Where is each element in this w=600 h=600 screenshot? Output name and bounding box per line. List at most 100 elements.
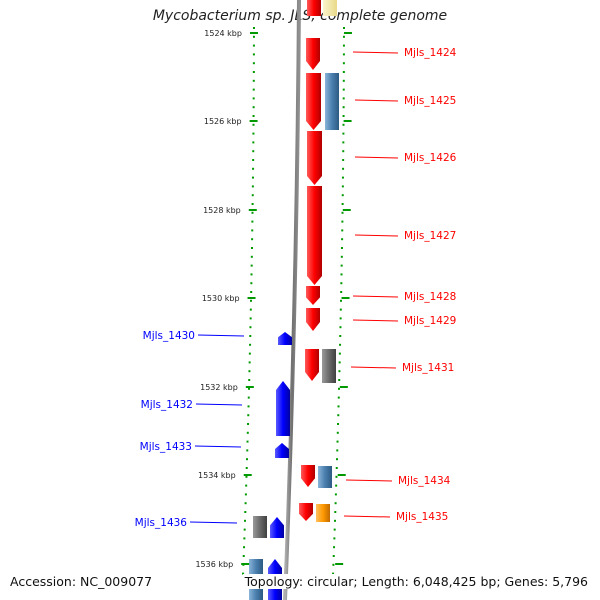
tick-dot (342, 167, 345, 170)
reverse-gene-label: Mjls_1432 (141, 399, 193, 411)
tick-dot (250, 273, 253, 276)
tick-dot (246, 449, 249, 452)
tick-dot (252, 167, 255, 170)
forward-gene-label: Mjls_1424 (404, 47, 457, 59)
axis-major-tick (248, 209, 257, 211)
tick-dot (334, 511, 337, 513)
tick-dot (342, 150, 345, 153)
tick-dot (342, 97, 345, 100)
reverse-gene-leader (194, 445, 242, 448)
forward-gene-leader (352, 295, 399, 298)
tick-dot (245, 475, 248, 478)
tick-dot (338, 370, 341, 373)
forward-gene-label: Mjls_1427 (404, 230, 456, 242)
tick-dot (252, 88, 255, 91)
tick-dot (251, 185, 254, 188)
tick-dot (341, 238, 344, 241)
tick-dot (243, 519, 246, 522)
axis-major-tick (249, 32, 258, 34)
tick-dot (252, 141, 255, 144)
tick-dot (251, 238, 254, 241)
axis-tick-label: 1530 kbp (202, 294, 240, 303)
tick-dot (340, 264, 343, 267)
tick-dot (243, 528, 246, 531)
axis-major-tick-right (342, 209, 351, 211)
tick-dot (337, 387, 340, 390)
tick-dot (249, 335, 252, 337)
tick-dot (247, 387, 250, 390)
tick-dot (336, 449, 339, 452)
forward-gene-arrow (306, 308, 320, 331)
tick-dot (333, 528, 336, 531)
tick-dot (251, 176, 254, 179)
accession-text: Accession: NC_009077 (8, 574, 155, 589)
axis-major-tick (241, 563, 250, 565)
tick-dot (251, 203, 254, 205)
tick-dot (332, 555, 335, 557)
forward-gene-leader (352, 319, 399, 322)
tick-dot (336, 431, 339, 434)
reverse-gene-leader (197, 334, 245, 337)
feature-box-steel (325, 73, 339, 130)
tick-dot (247, 414, 250, 417)
forward-gene-arrow (305, 349, 319, 381)
axis-major-tick-right (343, 120, 352, 122)
axis-tick-label: 1536 kbp (195, 560, 233, 569)
tick-dot (249, 326, 252, 329)
feature-layer (249, 0, 339, 600)
tick-dot (246, 458, 249, 461)
axis-major-tick-right (337, 474, 346, 476)
tick-dot (243, 546, 246, 549)
forward-gene-arrow (306, 38, 320, 70)
tick-dot (242, 555, 245, 557)
tick-dot (342, 44, 345, 47)
forward-gene-arrow (306, 73, 321, 130)
forward-gene-arrow (307, 0, 321, 16)
tick-dot (247, 405, 250, 408)
forward-gene-leader (354, 99, 399, 102)
forward-gene-label: Mjls_1426 (404, 152, 457, 164)
forward-gene-arrow (307, 131, 322, 185)
feature-box-yellow (323, 0, 337, 16)
reverse-gene-arrow (270, 517, 284, 538)
label-layer: Mjls_1424 Mjls_1425 Mjls_1426 Mjls_1427 Mjls… (135, 47, 457, 529)
tick-dot (252, 150, 255, 153)
tick-dot (342, 132, 345, 135)
tick-dot (250, 247, 253, 249)
forward-gene-label: Mjls_1431 (402, 362, 454, 374)
forward-gene-arrow (299, 503, 313, 521)
axis-major-tick (247, 297, 256, 299)
tick-dot (339, 317, 342, 320)
tick-dot (332, 572, 335, 575)
tick-dot (251, 194, 254, 197)
forward-gene-arrow (307, 186, 322, 285)
feature-box-gray (322, 349, 336, 383)
tick-dot (245, 467, 248, 469)
tick-dot (246, 431, 249, 434)
reverse-gene-leader (189, 521, 238, 524)
tick-dot (252, 35, 255, 38)
tick-dot (334, 493, 337, 496)
axis-tick-label: 1532 kbp (200, 383, 238, 392)
tick-dot (250, 299, 253, 302)
axis-major-tick (249, 120, 258, 122)
tick-dot (251, 220, 254, 223)
genome-backbone (283, 0, 301, 600)
tick-dot (251, 229, 254, 232)
tick-dot (250, 255, 253, 258)
forward-gene-arrow (301, 465, 315, 487)
forward-gene-leader (345, 479, 393, 482)
tick-dot (342, 53, 345, 56)
forward-gene-leader (352, 51, 399, 54)
axis-major-tick (243, 474, 252, 476)
tick-dot (336, 440, 339, 443)
tick-dot (342, 79, 345, 82)
tick-dot (250, 291, 253, 293)
tick-dot (333, 519, 336, 522)
tick-dot (252, 44, 255, 47)
tick-dot (252, 123, 255, 126)
tick-dot (335, 475, 338, 478)
axis-layer: 1524 kbp 1526 kbp 1528 kbp 1530 kbp 1532 kbp… (195, 29, 352, 569)
tick-dot (252, 62, 255, 65)
tick-dot (247, 396, 250, 399)
